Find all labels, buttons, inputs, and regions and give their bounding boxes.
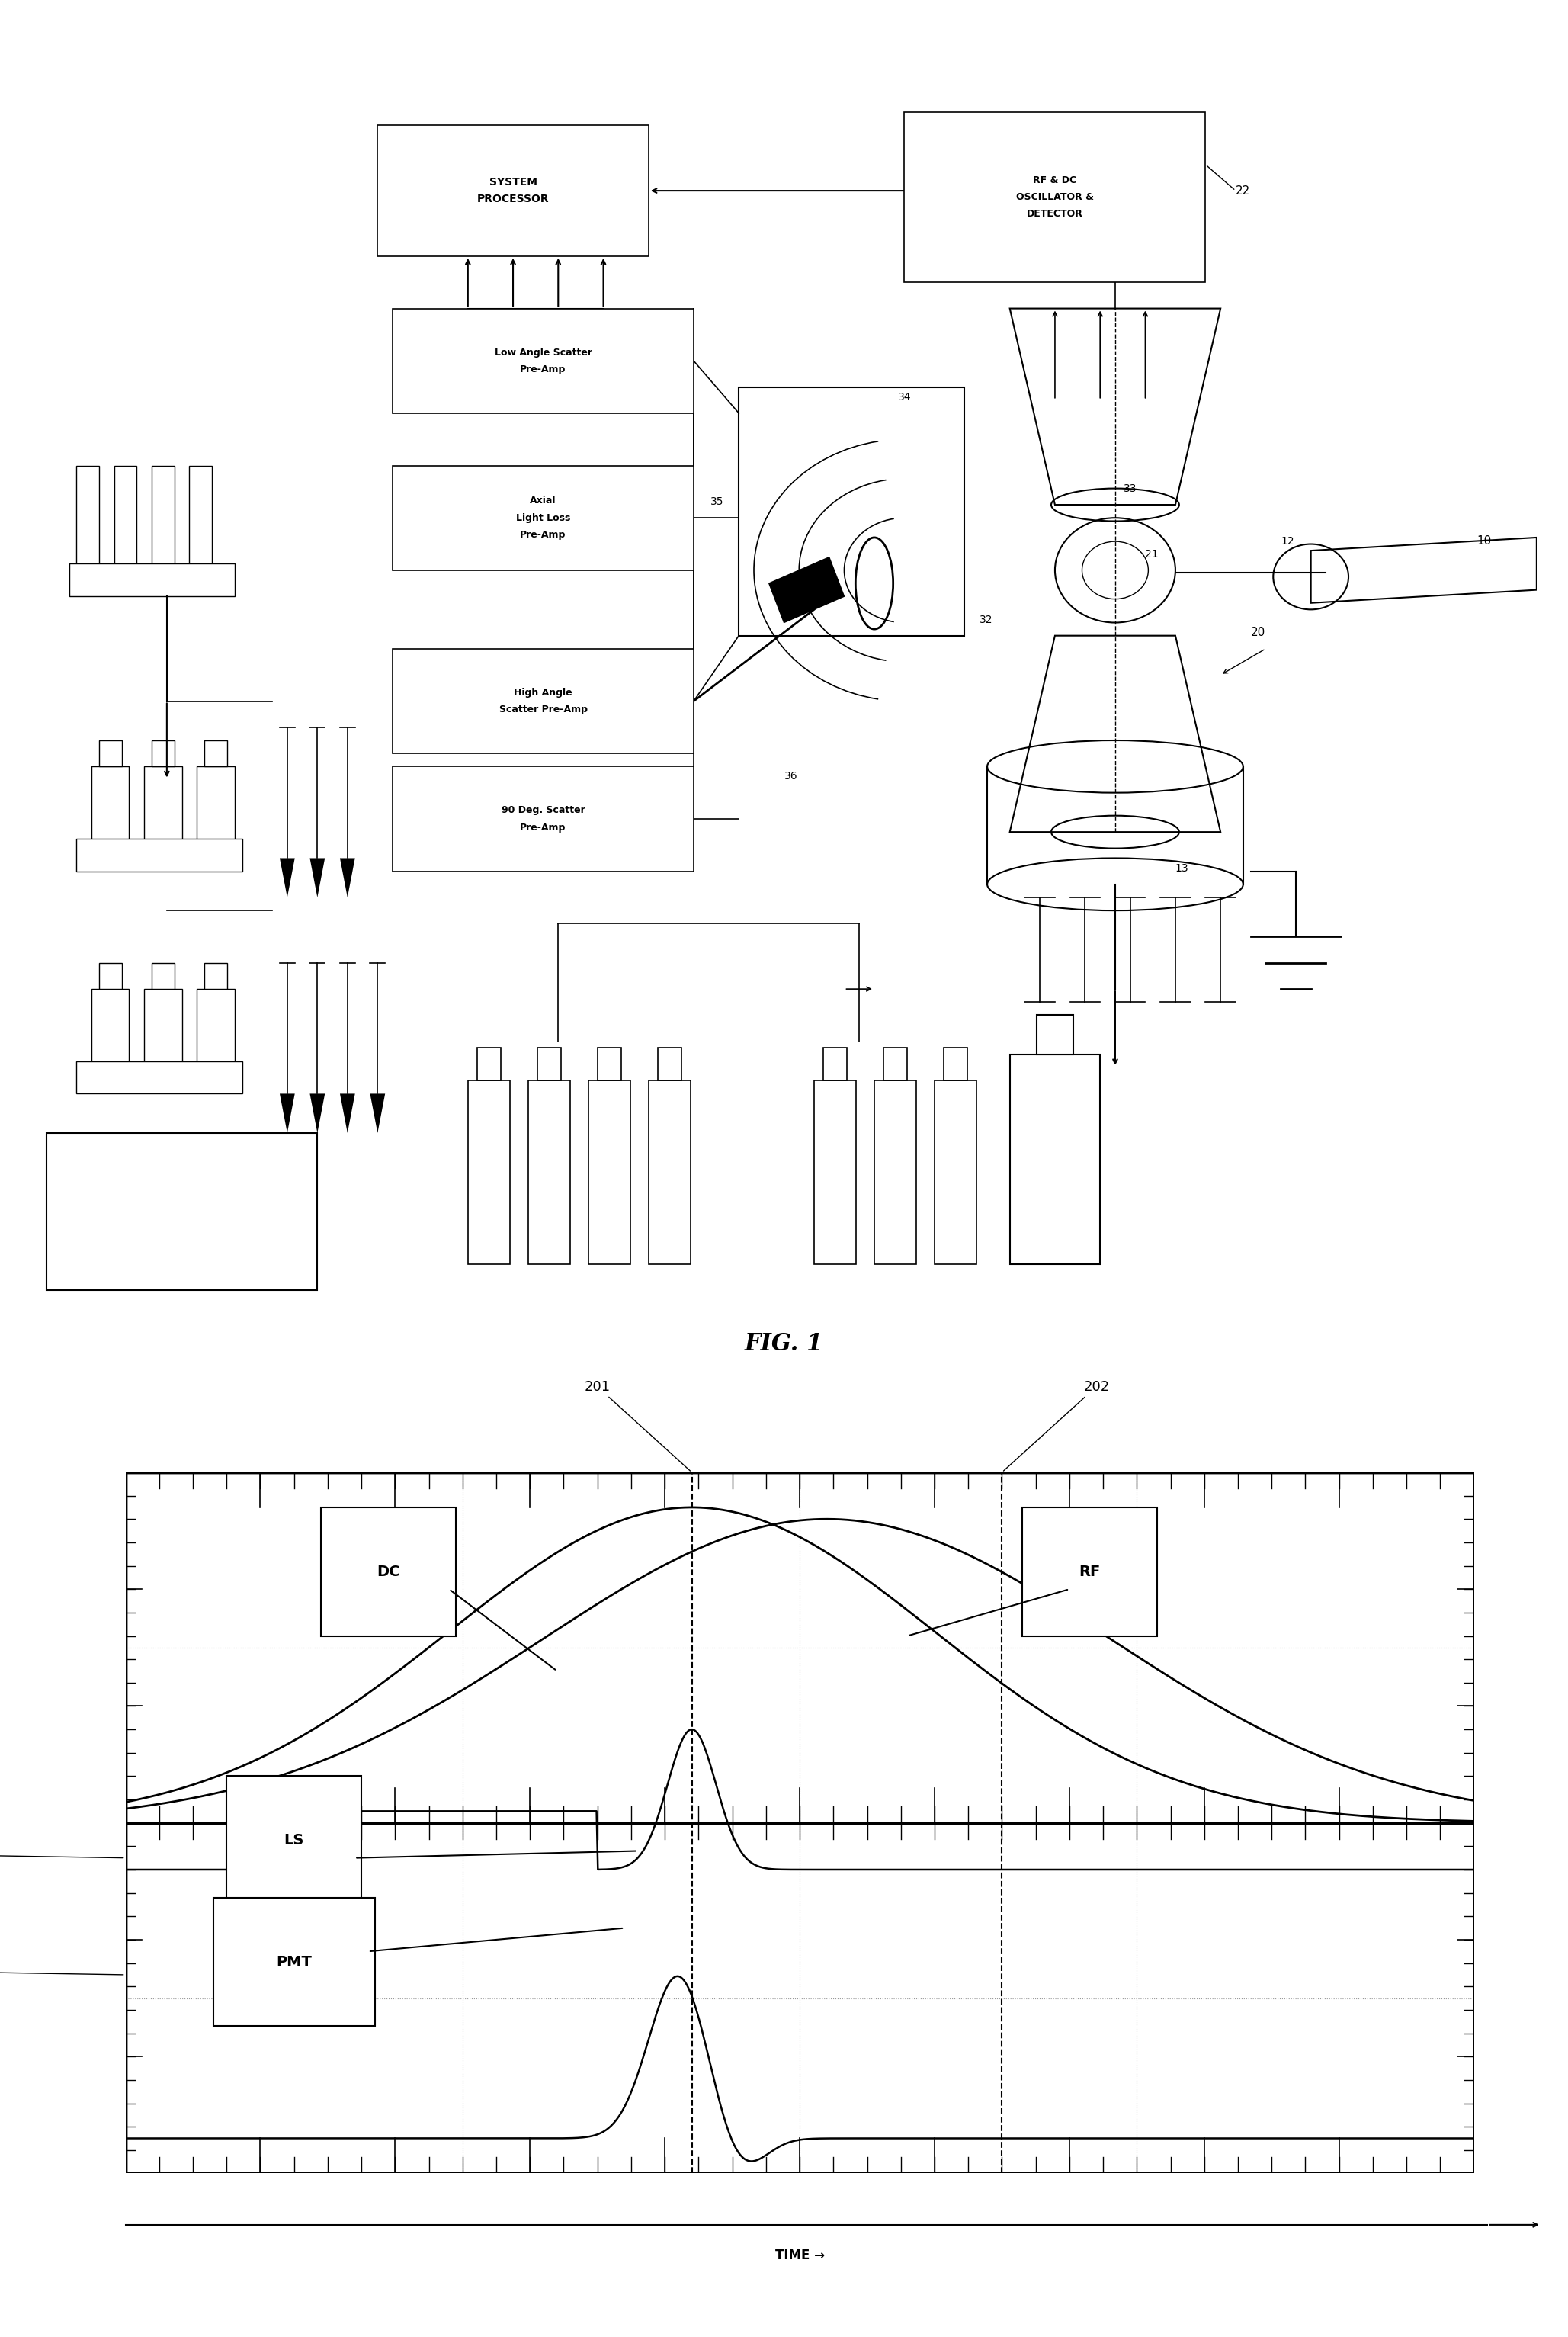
FancyBboxPatch shape bbox=[77, 1061, 241, 1094]
Text: 35: 35 bbox=[710, 495, 724, 507]
FancyBboxPatch shape bbox=[1022, 1507, 1157, 1636]
FancyBboxPatch shape bbox=[883, 1047, 908, 1080]
FancyBboxPatch shape bbox=[649, 1080, 690, 1264]
Text: 36: 36 bbox=[784, 771, 798, 783]
FancyBboxPatch shape bbox=[152, 963, 174, 989]
Polygon shape bbox=[279, 858, 295, 897]
Text: 90 Deg. Scatter: 90 Deg. Scatter bbox=[502, 806, 585, 816]
FancyBboxPatch shape bbox=[1010, 1054, 1101, 1264]
Text: RF: RF bbox=[1079, 1563, 1101, 1580]
Polygon shape bbox=[370, 1094, 386, 1133]
FancyBboxPatch shape bbox=[392, 650, 693, 753]
Text: 13: 13 bbox=[1176, 862, 1189, 874]
FancyBboxPatch shape bbox=[91, 767, 129, 846]
FancyBboxPatch shape bbox=[69, 563, 235, 596]
FancyBboxPatch shape bbox=[204, 963, 227, 989]
Text: FIG. 1: FIG. 1 bbox=[745, 1332, 823, 1355]
Polygon shape bbox=[768, 556, 844, 622]
Text: Pre-Amp: Pre-Amp bbox=[521, 823, 566, 832]
Text: Pre-Amp: Pre-Amp bbox=[521, 365, 566, 374]
FancyBboxPatch shape bbox=[944, 1047, 967, 1080]
Polygon shape bbox=[340, 858, 354, 897]
Text: RF & DC: RF & DC bbox=[1033, 175, 1077, 185]
FancyBboxPatch shape bbox=[152, 465, 174, 570]
FancyBboxPatch shape bbox=[198, 767, 235, 846]
Text: 34: 34 bbox=[898, 393, 911, 402]
FancyBboxPatch shape bbox=[91, 989, 129, 1068]
FancyBboxPatch shape bbox=[814, 1080, 856, 1264]
FancyBboxPatch shape bbox=[528, 1080, 571, 1264]
FancyBboxPatch shape bbox=[1036, 1014, 1073, 1054]
FancyBboxPatch shape bbox=[657, 1047, 682, 1080]
Text: 204: 204 bbox=[0, 1963, 124, 1977]
Text: Low Angle Scatter: Low Angle Scatter bbox=[494, 348, 593, 358]
FancyBboxPatch shape bbox=[823, 1047, 847, 1080]
Text: 31: 31 bbox=[801, 575, 814, 587]
FancyBboxPatch shape bbox=[114, 465, 136, 570]
FancyBboxPatch shape bbox=[99, 963, 122, 989]
FancyBboxPatch shape bbox=[392, 465, 693, 570]
Text: 10: 10 bbox=[1477, 535, 1491, 547]
FancyBboxPatch shape bbox=[392, 308, 693, 414]
FancyBboxPatch shape bbox=[198, 989, 235, 1068]
Text: OSCILLATOR &: OSCILLATOR & bbox=[1016, 192, 1094, 203]
FancyBboxPatch shape bbox=[935, 1080, 977, 1264]
Text: 33: 33 bbox=[1124, 484, 1137, 493]
FancyBboxPatch shape bbox=[467, 1080, 510, 1264]
FancyBboxPatch shape bbox=[204, 741, 227, 767]
Polygon shape bbox=[340, 1094, 354, 1133]
Text: 21: 21 bbox=[1145, 549, 1159, 559]
Text: 203: 203 bbox=[0, 1846, 124, 1860]
FancyBboxPatch shape bbox=[226, 1776, 361, 1905]
Text: Pre-Amp: Pre-Amp bbox=[521, 530, 566, 540]
FancyBboxPatch shape bbox=[597, 1047, 621, 1080]
Text: 22: 22 bbox=[1236, 185, 1250, 196]
FancyBboxPatch shape bbox=[47, 1133, 317, 1290]
Text: PMT: PMT bbox=[276, 1954, 312, 1970]
Text: Light Loss: Light Loss bbox=[516, 512, 571, 523]
Text: LS: LS bbox=[284, 1832, 304, 1849]
FancyBboxPatch shape bbox=[875, 1080, 916, 1264]
FancyBboxPatch shape bbox=[378, 126, 649, 257]
Text: DETECTOR: DETECTOR bbox=[1027, 210, 1083, 220]
FancyBboxPatch shape bbox=[144, 767, 182, 846]
FancyBboxPatch shape bbox=[190, 465, 212, 570]
Polygon shape bbox=[279, 1094, 295, 1133]
Text: High Angle: High Angle bbox=[514, 687, 572, 696]
FancyBboxPatch shape bbox=[588, 1080, 630, 1264]
Polygon shape bbox=[310, 858, 325, 897]
FancyBboxPatch shape bbox=[213, 1898, 375, 2026]
Text: SYSTEM: SYSTEM bbox=[489, 178, 538, 187]
FancyBboxPatch shape bbox=[321, 1507, 456, 1636]
FancyBboxPatch shape bbox=[99, 741, 122, 767]
Text: 202: 202 bbox=[1004, 1379, 1110, 1470]
Text: 20: 20 bbox=[1251, 626, 1265, 638]
Text: 32: 32 bbox=[980, 615, 993, 624]
Text: Axial: Axial bbox=[530, 495, 557, 505]
FancyBboxPatch shape bbox=[905, 112, 1206, 283]
Text: 12: 12 bbox=[1281, 535, 1294, 547]
Polygon shape bbox=[310, 1094, 325, 1133]
FancyBboxPatch shape bbox=[77, 839, 241, 872]
Text: 201: 201 bbox=[585, 1379, 690, 1470]
Text: DC: DC bbox=[376, 1563, 400, 1580]
FancyBboxPatch shape bbox=[125, 1472, 1474, 2173]
FancyBboxPatch shape bbox=[144, 989, 182, 1068]
FancyBboxPatch shape bbox=[392, 767, 693, 872]
Text: TIME →: TIME → bbox=[775, 2248, 825, 2262]
FancyBboxPatch shape bbox=[77, 465, 99, 570]
FancyBboxPatch shape bbox=[538, 1047, 561, 1080]
Text: PROCESSOR: PROCESSOR bbox=[477, 194, 549, 206]
FancyBboxPatch shape bbox=[152, 741, 174, 767]
Text: Scatter Pre-Amp: Scatter Pre-Amp bbox=[499, 706, 588, 715]
FancyBboxPatch shape bbox=[477, 1047, 502, 1080]
